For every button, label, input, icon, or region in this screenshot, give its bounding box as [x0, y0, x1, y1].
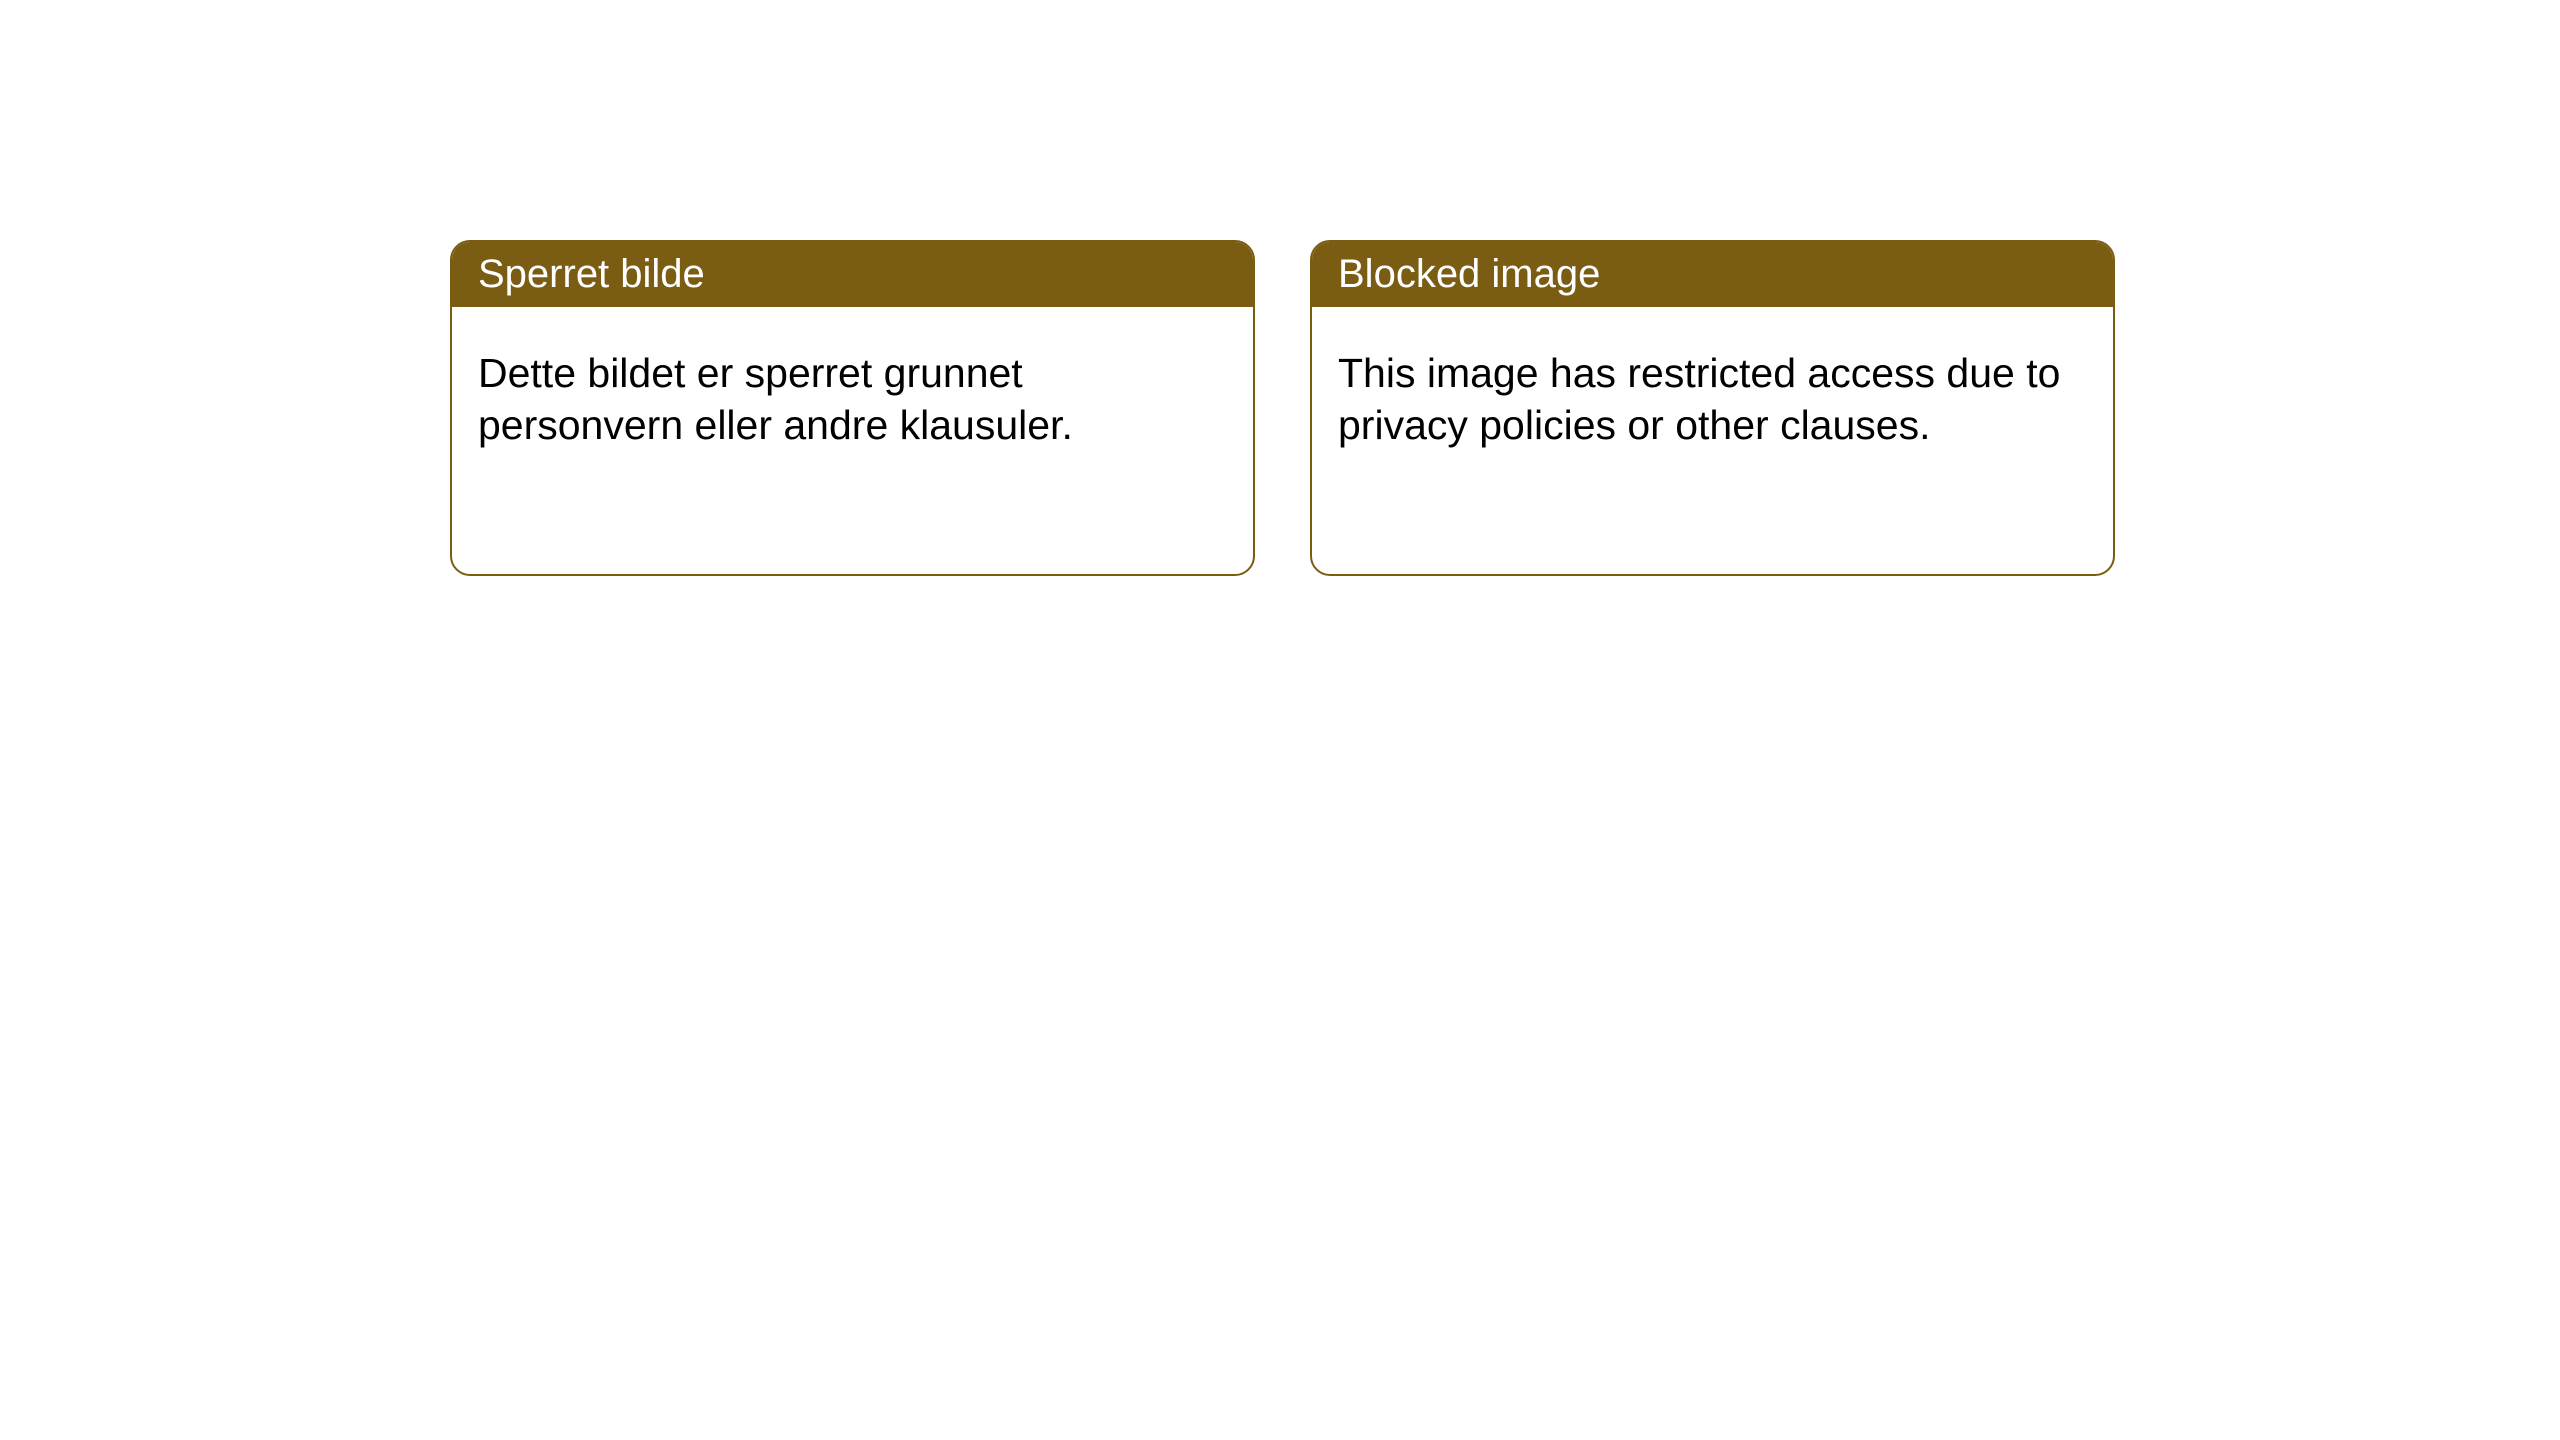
notice-card-body-text: This image has restricted access due to … [1338, 350, 2060, 448]
notice-cards-container: Sperret bilde Dette bildet er sperret gr… [450, 240, 2115, 576]
notice-card-header: Sperret bilde [452, 242, 1253, 307]
notice-card-norwegian: Sperret bilde Dette bildet er sperret gr… [450, 240, 1255, 576]
notice-card-title: Sperret bilde [478, 252, 705, 296]
notice-card-english: Blocked image This image has restricted … [1310, 240, 2115, 576]
notice-card-body-text: Dette bildet er sperret grunnet personve… [478, 350, 1073, 448]
notice-card-header: Blocked image [1312, 242, 2113, 307]
notice-card-body: Dette bildet er sperret grunnet personve… [452, 307, 1253, 492]
notice-card-title: Blocked image [1338, 252, 1600, 296]
notice-card-body: This image has restricted access due to … [1312, 307, 2113, 492]
